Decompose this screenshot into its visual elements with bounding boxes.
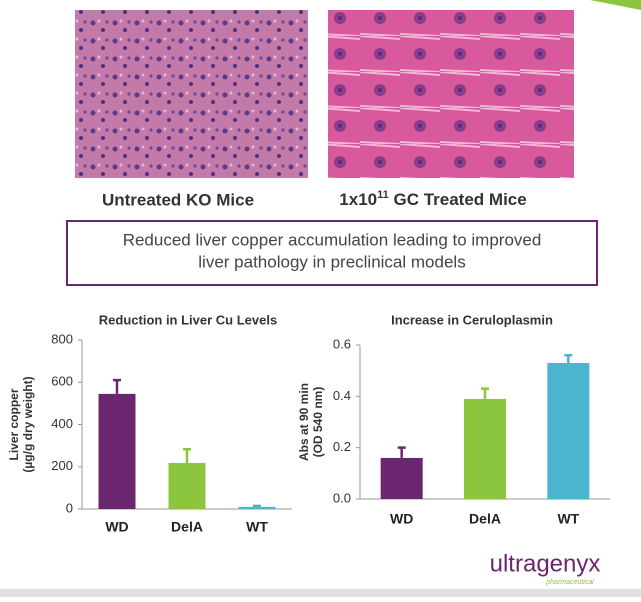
x-tick-label: WD <box>390 511 413 527</box>
x-tick-label: WT <box>557 511 579 527</box>
corner-accent <box>590 0 641 10</box>
x-tick-label: DelA <box>469 511 501 527</box>
y-tick-label: 0.6 <box>333 336 351 351</box>
chart-title: Increase in Ceruloplasmin <box>391 312 553 327</box>
chart-title: Reduction in Liver Cu Levels <box>99 312 277 327</box>
histology-image <box>75 10 308 178</box>
y-axis-label: Abs at 90 min <box>297 383 311 461</box>
bar <box>380 457 423 499</box>
error-bar <box>253 504 261 508</box>
y-axis-label: Liver copper <box>7 388 21 460</box>
y-tick-label: 600 <box>51 374 73 389</box>
bar <box>464 398 506 499</box>
bar <box>168 462 206 509</box>
image-caption: 1x1011 GC Treated Mice <box>339 189 526 210</box>
y-tick-label: 200 <box>51 458 73 473</box>
y-tick-label: 0.4 <box>333 388 351 403</box>
bar <box>238 506 276 509</box>
y-axis-label: (µg/g dry weight) <box>21 376 35 472</box>
callout-box <box>66 220 598 286</box>
y-tick-label: 400 <box>51 416 73 431</box>
callout-text: liver pathology in preclinical models <box>198 252 465 271</box>
logo-tagline: pharmaceutical <box>545 579 594 586</box>
error-bar <box>564 354 573 363</box>
footer-bar <box>0 589 641 597</box>
x-tick-label: DelA <box>171 519 203 535</box>
x-tick-label: WT <box>246 519 268 535</box>
error-bar <box>481 387 489 399</box>
y-axis-label: (OD 540 nm) <box>311 387 325 458</box>
error-bar <box>183 447 191 463</box>
y-tick-label: 800 <box>51 331 73 346</box>
histology-image <box>328 10 574 178</box>
bar <box>98 393 136 509</box>
caption-part: 1x10 <box>339 190 377 209</box>
x-tick-label: WD <box>105 519 128 535</box>
error-bar <box>397 446 406 458</box>
logo: ultragenyx <box>490 550 601 577</box>
image-caption: Untreated KO Mice <box>102 190 254 209</box>
caption-part: GC Treated Mice <box>389 190 527 209</box>
error-bar <box>113 378 121 394</box>
y-tick-label: 0.2 <box>333 439 351 454</box>
y-tick-label: 0 <box>66 500 73 515</box>
callout-text: Reduced liver copper accumulation leadin… <box>123 230 542 249</box>
y-tick-label: 0.0 <box>333 490 351 505</box>
bar <box>547 362 590 499</box>
caption-sup: 11 <box>377 189 389 201</box>
